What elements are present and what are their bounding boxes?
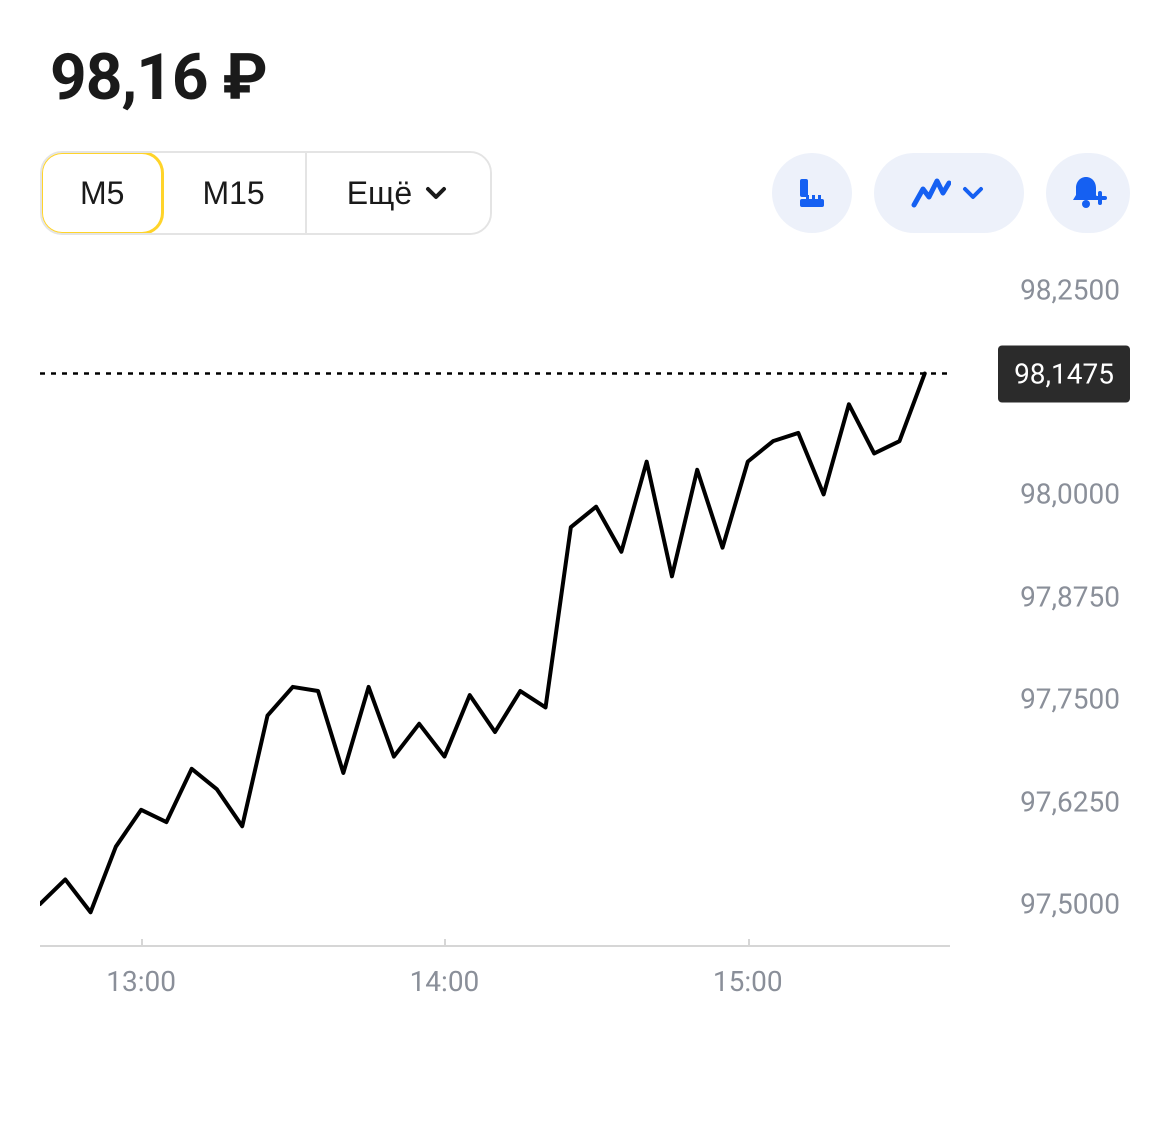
chevron-down-icon: [422, 179, 450, 207]
timeframe-segmented: М5 М15 Ещё: [40, 151, 492, 235]
x-axis: 13:00 14:00 15:00: [40, 945, 950, 1025]
chart-line-icon: [911, 175, 951, 211]
x-tick: [444, 939, 446, 947]
x-tick-label: 13:00: [106, 965, 176, 998]
y-tick-label: 97,7500: [1020, 683, 1120, 716]
ruler-button[interactable]: [772, 153, 852, 233]
timeframe-М15[interactable]: М15: [162, 153, 304, 233]
x-tick-label: 14:00: [410, 965, 480, 998]
alert-button[interactable]: [1046, 153, 1130, 233]
y-tick-label: 97,8750: [1020, 580, 1120, 613]
chevron-down-icon: [959, 179, 987, 207]
y-axis: 98,2500 98,0000 97,8750 97,7500 97,6250 97,50…: [960, 265, 1130, 945]
chart-plot: [40, 265, 950, 945]
x-tick-label: 15:00: [713, 965, 783, 998]
x-tick: [141, 939, 143, 947]
timeframe-label: М5: [80, 175, 124, 212]
chart[interactable]: 98,2500 98,0000 97,8750 97,7500 97,6250 97,50…: [40, 265, 1130, 1025]
timeframe-label: М15: [202, 175, 264, 212]
timeframe-М5[interactable]: М5: [40, 151, 164, 235]
price-display: 98,16 ₽: [50, 40, 1130, 115]
x-tick: [748, 939, 750, 947]
current-price-flag: 98,1475: [998, 345, 1130, 402]
bell-add-icon: [1068, 173, 1108, 213]
chart-type-button[interactable]: [874, 153, 1024, 233]
ruler-icon: [794, 175, 830, 211]
y-tick-label: 98,0000: [1020, 478, 1120, 511]
y-tick-label: 97,6250: [1020, 785, 1120, 818]
toolbar: М5 М15 Ещё: [40, 151, 1130, 235]
timeframe-Ещё[interactable]: Ещё: [305, 153, 490, 233]
timeframe-label: Ещё: [347, 175, 412, 212]
y-tick-label: 97,5000: [1020, 888, 1120, 921]
y-tick-label: 98,2500: [1020, 273, 1120, 306]
action-buttons: [772, 153, 1130, 233]
